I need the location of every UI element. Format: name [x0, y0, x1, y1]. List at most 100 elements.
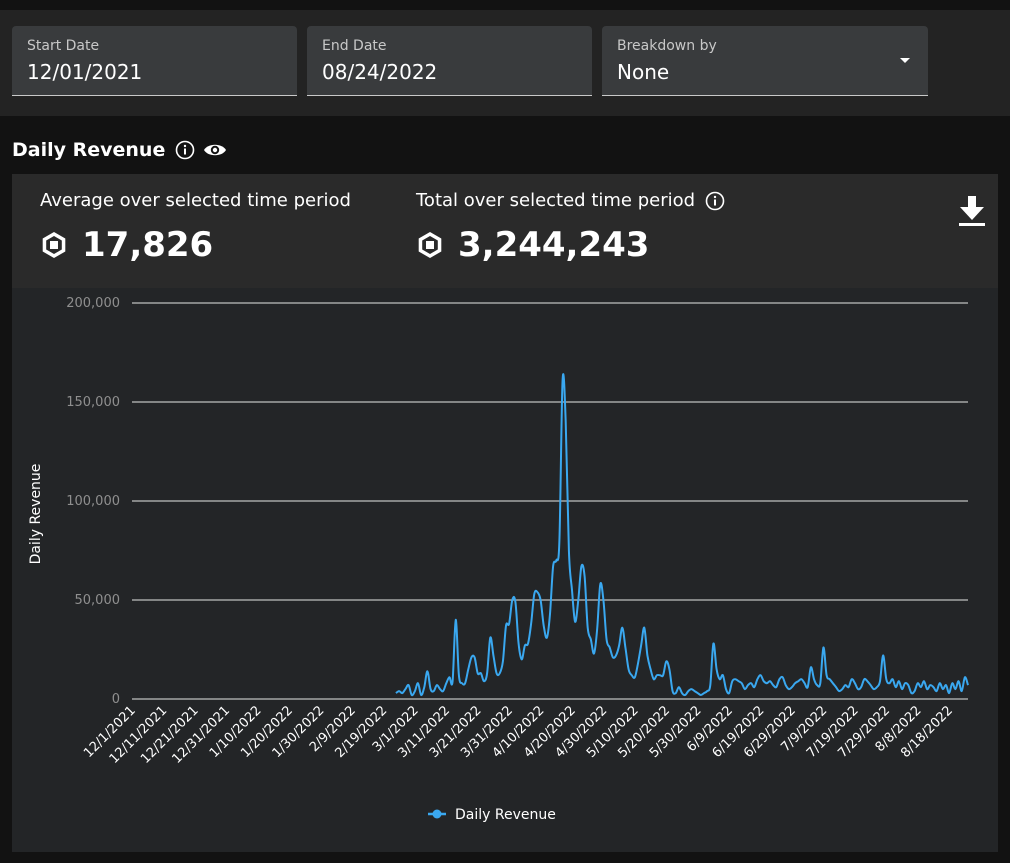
data-point[interactable] [820, 645, 826, 651]
data-point[interactable] [569, 587, 575, 593]
data-point[interactable] [578, 563, 584, 569]
data-point[interactable] [638, 643, 644, 649]
data-point[interactable] [406, 682, 412, 688]
data-point[interactable] [676, 684, 682, 690]
data-point[interactable] [481, 678, 487, 684]
data-point[interactable] [846, 684, 852, 690]
data-point[interactable] [905, 682, 911, 688]
data-point[interactable] [440, 688, 446, 694]
data-point[interactable] [808, 664, 814, 670]
data-point[interactable] [497, 670, 503, 676]
data-point[interactable] [890, 676, 896, 682]
data-point[interactable] [506, 621, 512, 627]
data-point[interactable] [465, 666, 471, 672]
data-point[interactable] [896, 678, 902, 684]
data-point[interactable] [943, 682, 949, 688]
data-point[interactable] [563, 419, 569, 425]
data-point[interactable] [528, 621, 534, 627]
eye-icon[interactable] [203, 140, 227, 160]
legend[interactable]: Daily Revenue [428, 807, 556, 823]
data-point[interactable] [607, 645, 613, 651]
data-point[interactable] [874, 684, 880, 690]
data-point[interactable] [962, 674, 968, 680]
data-point[interactable] [673, 690, 679, 696]
data-point[interactable] [604, 637, 610, 643]
data-point[interactable] [751, 684, 757, 690]
data-point[interactable] [946, 690, 952, 696]
data-point[interactable] [512, 599, 518, 605]
data-point[interactable] [424, 668, 430, 674]
data-point[interactable] [934, 688, 940, 694]
data-point[interactable] [912, 688, 918, 694]
data-point[interactable] [739, 680, 745, 686]
breakdown-select[interactable]: Breakdown by None [602, 26, 928, 96]
data-point[interactable] [575, 597, 581, 603]
data-point[interactable] [660, 672, 666, 678]
start-date-value[interactable]: 12/01/2021 [27, 60, 143, 84]
data-point[interactable] [484, 670, 490, 676]
data-point[interactable] [597, 581, 603, 587]
chevron-down-icon[interactable] [900, 58, 910, 63]
data-point[interactable] [534, 589, 540, 595]
data-point[interactable] [632, 674, 638, 680]
data-point[interactable] [431, 688, 437, 694]
data-point[interactable] [817, 680, 823, 686]
data-point[interactable] [666, 666, 672, 672]
data-point[interactable] [965, 682, 971, 688]
data-point[interactable] [710, 641, 716, 647]
data-point[interactable] [805, 684, 811, 690]
data-point[interactable] [949, 680, 955, 686]
data-point[interactable] [566, 548, 572, 554]
data-point[interactable] [956, 678, 962, 684]
data-point[interactable] [443, 680, 449, 686]
end-date-field[interactable]: End Date 08/24/2022 [307, 26, 592, 96]
data-point[interactable] [582, 573, 588, 579]
info-icon[interactable] [705, 191, 725, 211]
data-point[interactable] [594, 627, 600, 633]
data-point[interactable] [472, 654, 478, 660]
data-point[interactable] [663, 658, 669, 664]
data-point[interactable] [858, 684, 864, 690]
data-point[interactable] [952, 686, 958, 692]
data-point[interactable] [880, 652, 886, 658]
data-point[interactable] [415, 680, 421, 686]
data-point[interactable] [588, 637, 594, 643]
data-point[interactable] [899, 686, 905, 692]
data-point[interactable] [714, 666, 720, 672]
data-point[interactable] [937, 680, 943, 686]
data-point[interactable] [541, 623, 547, 629]
data-point[interactable] [644, 652, 650, 658]
data-point[interactable] [453, 617, 459, 623]
data-point[interactable] [635, 660, 641, 666]
data-point[interactable] [591, 651, 597, 657]
start-date-field[interactable]: Start Date 12/01/2021 [12, 26, 297, 96]
info-icon[interactable] [175, 140, 195, 160]
series-line-daily-revenue[interactable] [395, 373, 969, 697]
data-point[interactable] [720, 672, 726, 678]
data-point[interactable] [626, 666, 632, 672]
data-point[interactable] [918, 684, 924, 690]
data-point[interactable] [550, 563, 556, 569]
data-point[interactable] [619, 625, 625, 631]
data-point[interactable] [560, 377, 566, 383]
data-point[interactable] [622, 645, 628, 651]
data-point[interactable] [893, 684, 899, 690]
data-point[interactable] [726, 690, 732, 696]
data-point[interactable] [412, 688, 418, 694]
data-point[interactable] [490, 652, 496, 658]
data-point[interactable] [519, 656, 525, 662]
data-point[interactable] [616, 643, 622, 649]
data-point[interactable] [538, 597, 544, 603]
data-point[interactable] [613, 652, 619, 658]
data-point[interactable] [450, 678, 456, 684]
data-point[interactable] [553, 557, 559, 563]
download-icon[interactable] [958, 194, 986, 228]
data-point[interactable] [487, 635, 493, 641]
data-point[interactable] [780, 674, 786, 680]
data-point[interactable] [544, 635, 550, 641]
data-point[interactable] [600, 597, 606, 603]
data-point[interactable] [959, 688, 965, 694]
breakdown-value[interactable]: None [617, 60, 670, 84]
data-point[interactable] [641, 625, 647, 631]
data-point[interactable] [758, 672, 764, 678]
